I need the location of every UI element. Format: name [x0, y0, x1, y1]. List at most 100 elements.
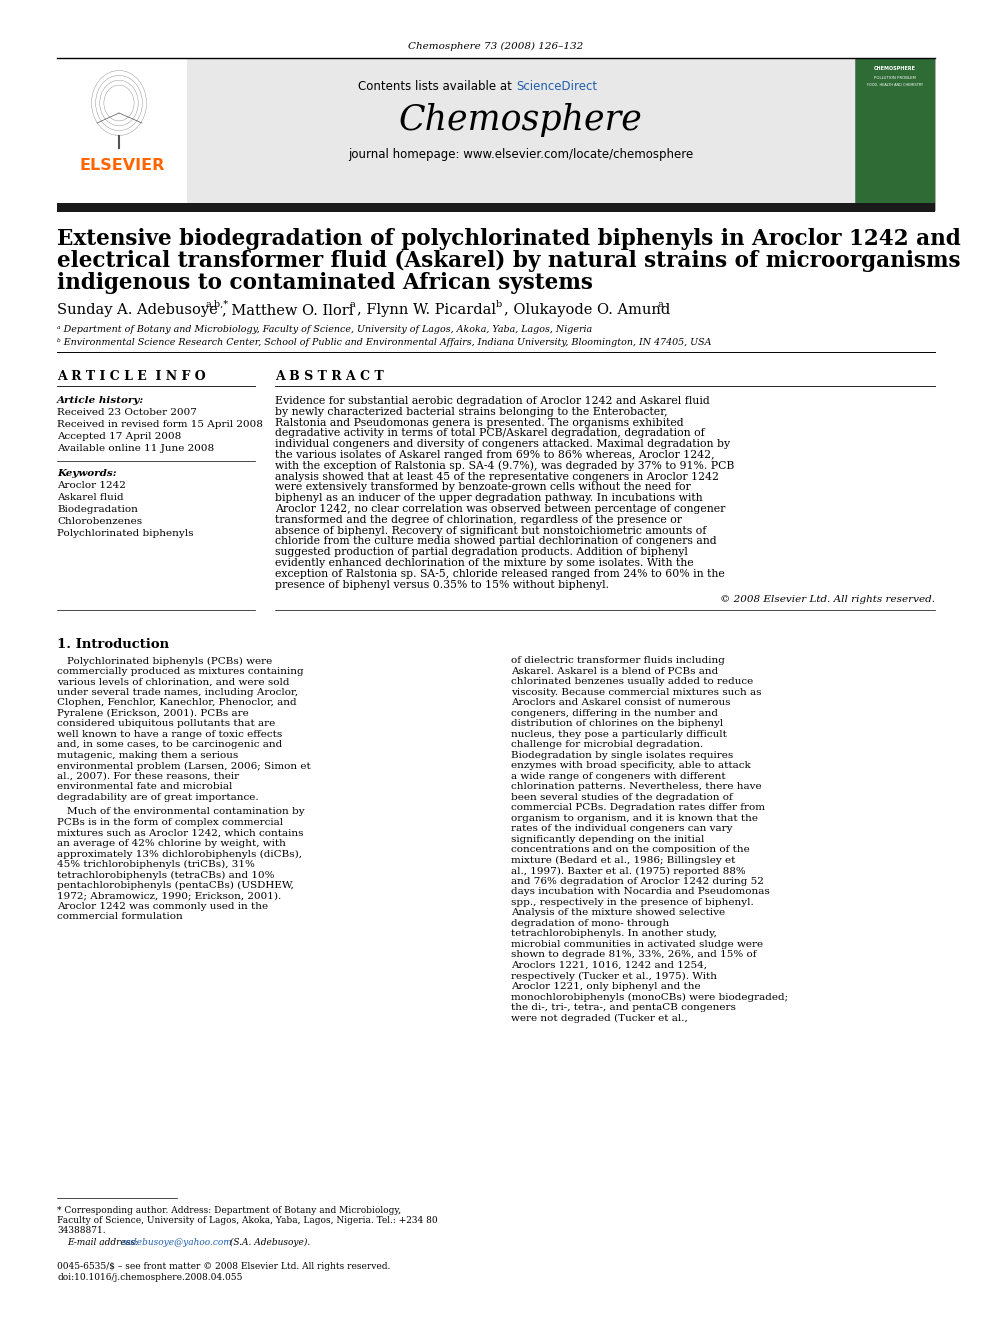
Text: ᵇ Environmental Science Research Center, School of Public and Environmental Affa: ᵇ Environmental Science Research Center,…: [57, 337, 711, 347]
Text: Sunday A. Adebusoye: Sunday A. Adebusoye: [57, 303, 218, 318]
Text: pentachlorobiphenyls (pentaCBs) (USDHEW,: pentachlorobiphenyls (pentaCBs) (USDHEW,: [57, 881, 294, 890]
Text: ScienceDirect: ScienceDirect: [516, 79, 597, 93]
Text: indigenous to contaminated African systems: indigenous to contaminated African syste…: [57, 273, 593, 294]
Text: Clophen, Fenchlor, Kanechlor, Phenoclor, and: Clophen, Fenchlor, Kanechlor, Phenoclor,…: [57, 699, 297, 708]
Text: Keywords:: Keywords:: [57, 468, 117, 478]
Text: Much of the environmental contamination by: Much of the environmental contamination …: [67, 807, 305, 816]
Text: respectively (Tucker et al., 1975). With: respectively (Tucker et al., 1975). With: [511, 971, 717, 980]
Text: viscosity. Because commercial mixtures such as: viscosity. Because commercial mixtures s…: [511, 688, 762, 697]
Text: concentrations and on the composition of the: concentrations and on the composition of…: [511, 845, 750, 855]
Text: Pyralene (Erickson, 2001). PCBs are: Pyralene (Erickson, 2001). PCBs are: [57, 709, 249, 718]
Text: tetrachlorobiphenyls. In another study,: tetrachlorobiphenyls. In another study,: [511, 929, 717, 938]
Text: tetrachlorobiphenyls (tetraCBs) and 10%: tetrachlorobiphenyls (tetraCBs) and 10%: [57, 871, 275, 880]
Text: challenge for microbial degradation.: challenge for microbial degradation.: [511, 741, 703, 749]
Text: various levels of chlorination, and were sold: various levels of chlorination, and were…: [57, 677, 290, 687]
Text: and 76% degradation of Aroclor 1242 during 52: and 76% degradation of Aroclor 1242 duri…: [511, 877, 764, 886]
Text: degradation of mono- through: degradation of mono- through: [511, 919, 670, 927]
Text: 0045-6535/$ – see front matter © 2008 Elsevier Ltd. All rights reserved.: 0045-6535/$ – see front matter © 2008 El…: [57, 1262, 391, 1271]
Text: degradative activity in terms of total PCB/Askarel degradation, degradation of: degradative activity in terms of total P…: [275, 429, 704, 438]
Text: enzymes with broad specificity, able to attack: enzymes with broad specificity, able to …: [511, 762, 751, 770]
Text: sadebusoye@yahoo.com: sadebusoye@yahoo.com: [122, 1238, 233, 1248]
Text: Available online 11 June 2008: Available online 11 June 2008: [57, 445, 214, 452]
Text: chlorination patterns. Nevertheless, there have: chlorination patterns. Nevertheless, the…: [511, 782, 762, 791]
Text: Aroclors 1221, 1016, 1242 and 1254,: Aroclors 1221, 1016, 1242 and 1254,: [511, 960, 707, 970]
Text: 1. Introduction: 1. Introduction: [57, 639, 169, 651]
Text: a: a: [350, 300, 356, 310]
Bar: [855, 58, 935, 210]
Text: Biodegradation: Biodegradation: [57, 505, 138, 515]
Text: were extensively transformed by benzoate-grown cells without the need for: were extensively transformed by benzoate…: [275, 483, 690, 492]
Text: absence of biphenyl. Recovery of significant but nonstoichiometric amounts of: absence of biphenyl. Recovery of signifi…: [275, 525, 706, 536]
Text: Aroclor 1242 was commonly used in the: Aroclor 1242 was commonly used in the: [57, 902, 268, 912]
Text: Aroclors and Askarel consist of numerous: Aroclors and Askarel consist of numerous: [511, 699, 730, 708]
Text: a,b,*: a,b,*: [205, 300, 228, 310]
Text: A R T I C L E  I N F O: A R T I C L E I N F O: [57, 370, 205, 382]
Text: 1972; Abramowicz, 1990; Erickson, 2001).: 1972; Abramowicz, 1990; Erickson, 2001).: [57, 892, 282, 901]
Text: CHEMOSPHERE: CHEMOSPHERE: [874, 66, 916, 71]
Text: Ralstonia and Pseudomonas genera is presented. The organisms exhibited: Ralstonia and Pseudomonas genera is pres…: [275, 418, 683, 427]
Text: exception of Ralstonia sp. SA-5, chloride released ranged from 24% to 60% in the: exception of Ralstonia sp. SA-5, chlorid…: [275, 569, 725, 578]
Text: b: b: [496, 300, 502, 310]
Text: been several studies of the degradation of: been several studies of the degradation …: [511, 792, 733, 802]
Text: , Olukayode O. Amund: , Olukayode O. Amund: [504, 303, 671, 318]
Text: congeners, differing in the number and: congeners, differing in the number and: [511, 709, 718, 718]
Text: ᵃ Department of Botany and Microbiology, Faculty of Science, University of Lagos: ᵃ Department of Botany and Microbiology,…: [57, 325, 592, 333]
Text: Faculty of Science, University of Lagos, Akoka, Yaba, Lagos, Nigeria. Tel.: +234: Faculty of Science, University of Lagos,…: [57, 1216, 437, 1225]
Text: distribution of chlorines on the biphenyl: distribution of chlorines on the bipheny…: [511, 720, 723, 729]
Text: Contents lists available at: Contents lists available at: [358, 79, 516, 93]
Text: FOOD, HEALTH AND CHEMISTRY: FOOD, HEALTH AND CHEMISTRY: [867, 83, 924, 87]
Text: commercially produced as mixtures containing: commercially produced as mixtures contai…: [57, 667, 304, 676]
Text: journal homepage: www.elsevier.com/locate/chemosphere: journal homepage: www.elsevier.com/locat…: [348, 148, 693, 161]
Text: shown to degrade 81%, 33%, 26%, and 15% of: shown to degrade 81%, 33%, 26%, and 15% …: [511, 950, 757, 959]
Text: with the exception of Ralstonia sp. SA-4 (9.7%), was degraded by 37% to 91%. PCB: with the exception of Ralstonia sp. SA-4…: [275, 460, 734, 471]
Text: Aroclor 1242: Aroclor 1242: [57, 482, 126, 490]
Text: monochlorobiphenyls (monoCBs) were biodegraded;: monochlorobiphenyls (monoCBs) were biode…: [511, 992, 788, 1002]
Text: rates of the individual congeners can vary: rates of the individual congeners can va…: [511, 824, 732, 833]
Text: degradability are of great importance.: degradability are of great importance.: [57, 792, 259, 802]
Text: the di-, tri-, tetra-, and pentaCB congeners: the di-, tri-, tetra-, and pentaCB conge…: [511, 1003, 736, 1012]
Text: organism to organism, and it is known that the: organism to organism, and it is known th…: [511, 814, 758, 823]
Text: doi:10.1016/j.chemosphere.2008.04.055: doi:10.1016/j.chemosphere.2008.04.055: [57, 1273, 242, 1282]
Text: individual congeners and diversity of congeners attacked. Maximal degradation by: individual congeners and diversity of co…: [275, 439, 730, 450]
Text: considered ubiquitous pollutants that are: considered ubiquitous pollutants that ar…: [57, 720, 275, 729]
Text: electrical transformer fluid (Askarel) by natural strains of microorganisms: electrical transformer fluid (Askarel) b…: [57, 250, 960, 273]
Text: POLLUTION PROBLEM: POLLUTION PROBLEM: [874, 75, 916, 79]
Text: were not degraded (Tucker et al.,: were not degraded (Tucker et al.,: [511, 1013, 687, 1023]
Text: under several trade names, including Aroclor,: under several trade names, including Aro…: [57, 688, 299, 697]
Text: A B S T R A C T: A B S T R A C T: [275, 370, 384, 382]
Text: (S.A. Adebusoye).: (S.A. Adebusoye).: [227, 1238, 310, 1248]
Text: Article history:: Article history:: [57, 396, 144, 405]
Bar: [187, 58, 855, 210]
Text: al., 2007). For these reasons, their: al., 2007). For these reasons, their: [57, 771, 239, 781]
Text: chlorinated benzenes usually added to reduce: chlorinated benzenes usually added to re…: [511, 677, 753, 687]
Text: PCBs is in the form of complex commercial: PCBs is in the form of complex commercia…: [57, 818, 283, 827]
Text: , Flynn W. Picardal: , Flynn W. Picardal: [357, 303, 496, 318]
Text: days incubation with Nocardia and Pseudomonas: days incubation with Nocardia and Pseudo…: [511, 888, 770, 897]
Text: presence of biphenyl versus 0.35% to 15% without biphenyl.: presence of biphenyl versus 0.35% to 15%…: [275, 579, 609, 590]
Text: , Matthew O. Ilori: , Matthew O. Ilori: [222, 303, 353, 318]
Text: al., 1997). Baxter et al. (1975) reported 88%: al., 1997). Baxter et al. (1975) reporte…: [511, 867, 746, 876]
Text: the various isolates of Askarel ranged from 69% to 86% whereas, Aroclor 1242,: the various isolates of Askarel ranged f…: [275, 450, 714, 460]
Text: Aroclor 1242, no clear correlation was observed between percentage of congener: Aroclor 1242, no clear correlation was o…: [275, 504, 725, 515]
Text: Chlorobenzenes: Chlorobenzenes: [57, 517, 142, 527]
Text: transformed and the degree of chlorination, regardless of the presence or: transformed and the degree of chlorinati…: [275, 515, 682, 525]
Text: chloride from the culture media showed partial dechlorination of congeners and: chloride from the culture media showed p…: [275, 536, 716, 546]
Text: evidently enhanced dechlorination of the mixture by some isolates. With the: evidently enhanced dechlorination of the…: [275, 558, 693, 568]
Text: analysis showed that at least 45 of the representative congeners in Aroclor 1242: analysis showed that at least 45 of the …: [275, 471, 719, 482]
Text: Received in revised form 15 April 2008: Received in revised form 15 April 2008: [57, 419, 263, 429]
Text: © 2008 Elsevier Ltd. All rights reserved.: © 2008 Elsevier Ltd. All rights reserved…: [720, 595, 935, 605]
Text: Chemosphere 73 (2008) 126–132: Chemosphere 73 (2008) 126–132: [409, 42, 583, 52]
Text: biphenyl as an inducer of the upper degradation pathway. In incubations with: biphenyl as an inducer of the upper degr…: [275, 493, 702, 503]
Text: Received 23 October 2007: Received 23 October 2007: [57, 407, 196, 417]
Text: microbial communities in activated sludge were: microbial communities in activated sludg…: [511, 939, 763, 949]
Text: E-mail address:: E-mail address:: [67, 1238, 141, 1248]
Text: commercial PCBs. Degradation rates differ from: commercial PCBs. Degradation rates diffe…: [511, 803, 765, 812]
Text: Polychlorinated biphenyls: Polychlorinated biphenyls: [57, 529, 193, 538]
Text: suggested production of partial degradation products. Addition of biphenyl: suggested production of partial degradat…: [275, 548, 687, 557]
Text: by newly characterized bacterial strains belonging to the Enterobacter,: by newly characterized bacterial strains…: [275, 406, 668, 417]
Bar: [855, 58, 935, 210]
Text: Accepted 17 April 2008: Accepted 17 April 2008: [57, 433, 182, 441]
Text: an average of 42% chlorine by weight, with: an average of 42% chlorine by weight, wi…: [57, 839, 286, 848]
Text: Askarel. Askarel is a blend of PCBs and: Askarel. Askarel is a blend of PCBs and: [511, 667, 718, 676]
Text: environmental fate and microbial: environmental fate and microbial: [57, 782, 232, 791]
